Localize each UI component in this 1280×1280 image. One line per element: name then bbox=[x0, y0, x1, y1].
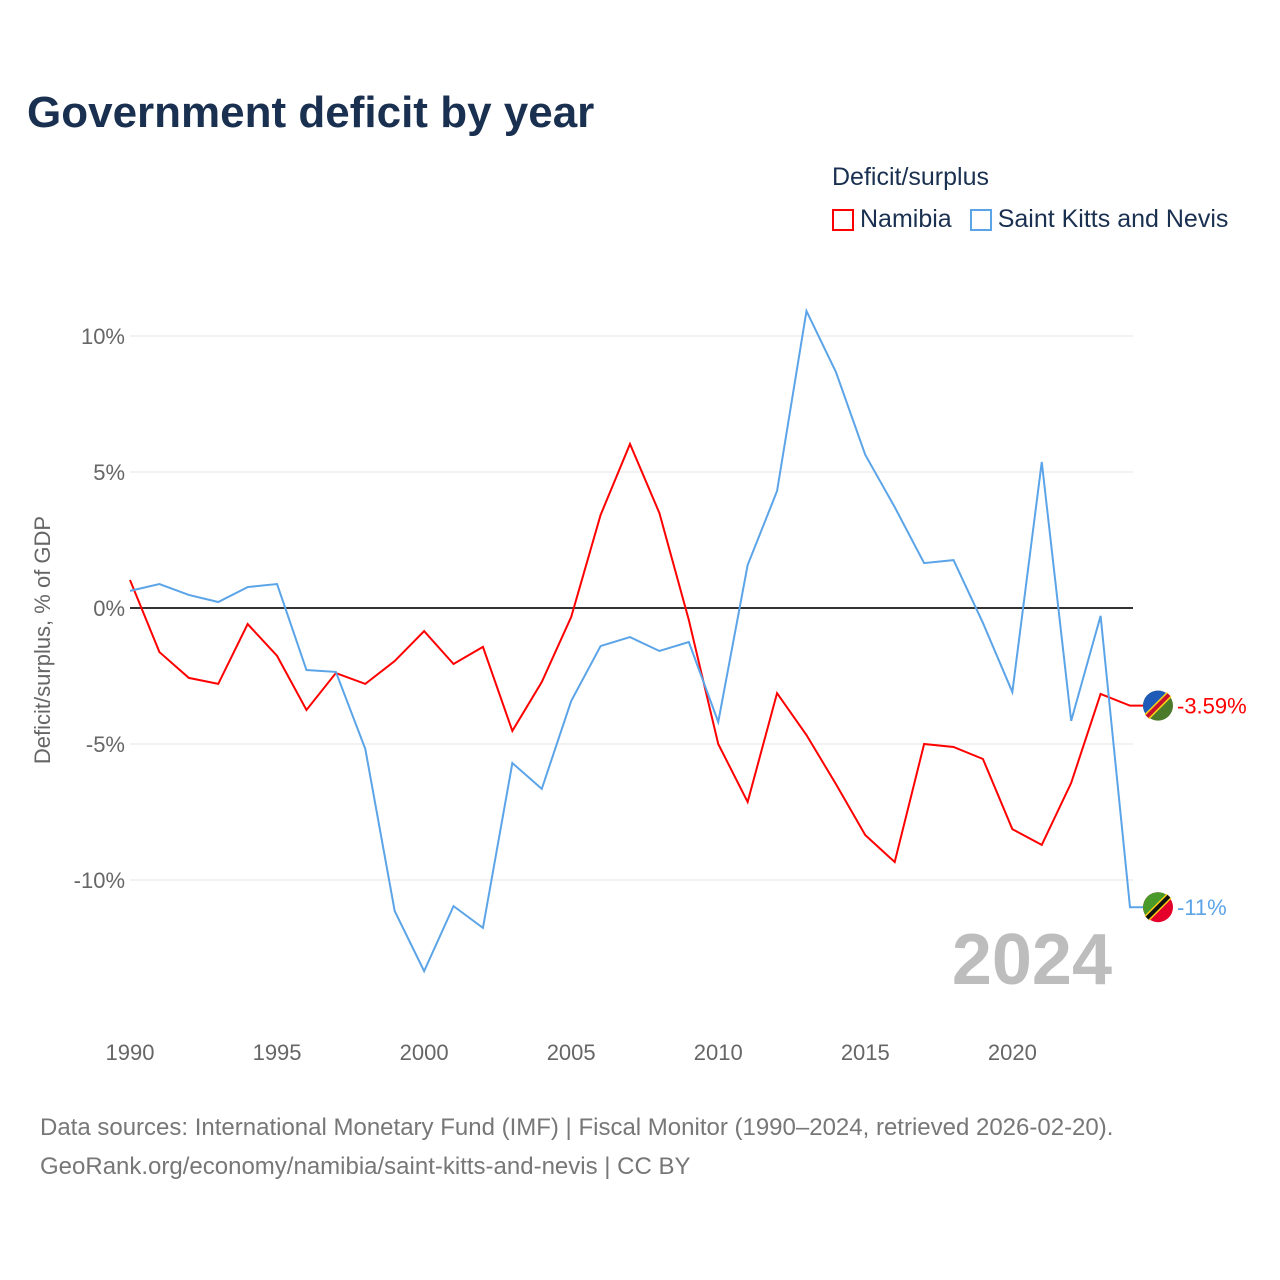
x-tick-label: 2005 bbox=[547, 1040, 596, 1065]
series-line-0 bbox=[129, 441, 1143, 864]
x-tick-label: 2020 bbox=[988, 1040, 1037, 1065]
end-value-label: -11% bbox=[1177, 895, 1227, 920]
y-axis-label: Deficit/surplus, % of GDP bbox=[30, 516, 55, 764]
x-tick-label: 2015 bbox=[841, 1040, 890, 1065]
x-tick-label: 1995 bbox=[253, 1040, 302, 1065]
y-tick-label: 10% bbox=[81, 324, 125, 349]
legend-swatch bbox=[969, 208, 992, 231]
x-tick-label: 1990 bbox=[106, 1040, 155, 1065]
y-tick-label: 0% bbox=[93, 596, 125, 621]
flag-icon-stripe bbox=[1145, 894, 1171, 920]
legend-item-namibia[interactable]: Namibia bbox=[832, 205, 952, 234]
legend-label: Namibia bbox=[860, 205, 952, 233]
chart-title: Government deficit by year bbox=[27, 88, 595, 137]
legend: Namibia Saint Kitts and Nevis bbox=[832, 205, 1228, 234]
x-tick-label: 2010 bbox=[694, 1040, 743, 1065]
y-tick-label: 5% bbox=[93, 460, 125, 485]
source-link[interactable]: GeoRank.org/economy/namibia/saint-kitts-… bbox=[40, 1153, 691, 1180]
series-line-1 bbox=[129, 307, 1143, 974]
end-value-label: -3.59% bbox=[1177, 694, 1247, 719]
x-tick-label: 2000 bbox=[400, 1040, 449, 1065]
y-tick-label: -5% bbox=[86, 732, 125, 757]
legend-label: Saint Kitts and Nevis bbox=[997, 205, 1229, 233]
year-label: 2024 bbox=[952, 920, 1112, 1000]
flag-icon-stripe bbox=[1145, 693, 1171, 719]
legend-swatch bbox=[832, 208, 854, 231]
legend-title: Deficit/surplus bbox=[832, 163, 989, 191]
y-tick-label: -10% bbox=[74, 868, 125, 893]
source-text: Data sources: International Monetary Fun… bbox=[40, 1114, 1114, 1141]
legend-item-saint-kitts[interactable]: Saint Kitts and Nevis bbox=[969, 205, 1229, 234]
footer: Data sources: International Monetary Fun… bbox=[40, 1108, 1113, 1186]
